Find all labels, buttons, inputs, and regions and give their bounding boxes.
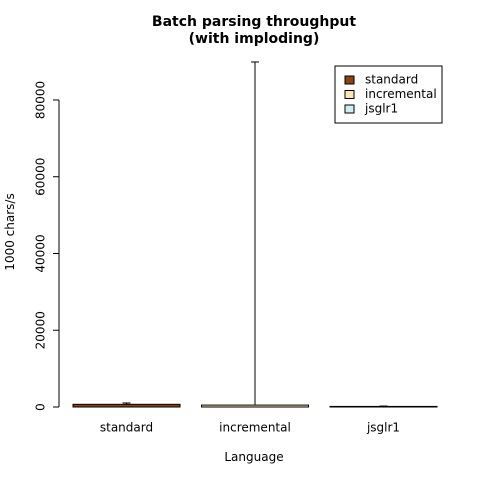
x-tick-label: jsglr1: [366, 421, 400, 435]
y-tick-label: 20000: [34, 311, 48, 349]
x-axis-label: Language: [224, 450, 283, 464]
legend-label: jsglr1: [364, 102, 398, 116]
bar: [201, 404, 309, 408]
y-tick-label: 60000: [34, 158, 48, 196]
legend-swatch: [344, 75, 355, 85]
chart-subtitle: (with imploding): [189, 31, 320, 47]
y-tick-label: 40000: [34, 234, 48, 272]
legend-swatch: [344, 90, 355, 99]
y-axis-label: 1000 chars/s: [3, 193, 17, 270]
bar: [72, 403, 181, 408]
legend-label: incremental: [365, 87, 437, 101]
y-tick-label: 0: [34, 403, 48, 411]
x-tick-label: standard: [100, 421, 153, 435]
y-tick-label: 80000: [34, 81, 48, 119]
legend-label: standard: [365, 73, 418, 87]
x-tick-label: incremental: [219, 421, 291, 435]
legend-swatch: [344, 104, 355, 114]
chart-title: Batch parsing throughput: [152, 14, 356, 30]
